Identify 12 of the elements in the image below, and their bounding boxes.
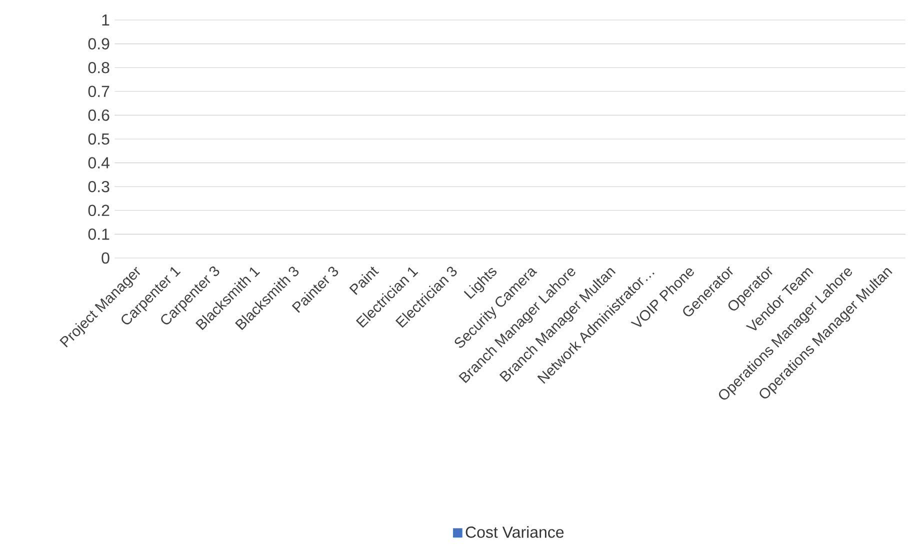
y-tick-label: 0.6 bbox=[88, 110, 110, 121]
y-tick-label: 0.4 bbox=[88, 157, 110, 168]
y-tick-label: 0.1 bbox=[88, 228, 110, 240]
y-tick-label: 0.2 bbox=[88, 204, 110, 216]
y-tick-label: 1 bbox=[102, 14, 110, 26]
y-tick-label: 0 bbox=[102, 252, 110, 264]
y-tick-label: 0.5 bbox=[88, 133, 110, 145]
y-tick-label: 0.9 bbox=[88, 38, 110, 50]
y-tick-label: 0.7 bbox=[88, 86, 110, 98]
legend-label: Cost Variance bbox=[466, 526, 564, 538]
y-tick-label: 0.3 bbox=[88, 180, 110, 192]
y-tick-label: 0.8 bbox=[88, 62, 110, 74]
